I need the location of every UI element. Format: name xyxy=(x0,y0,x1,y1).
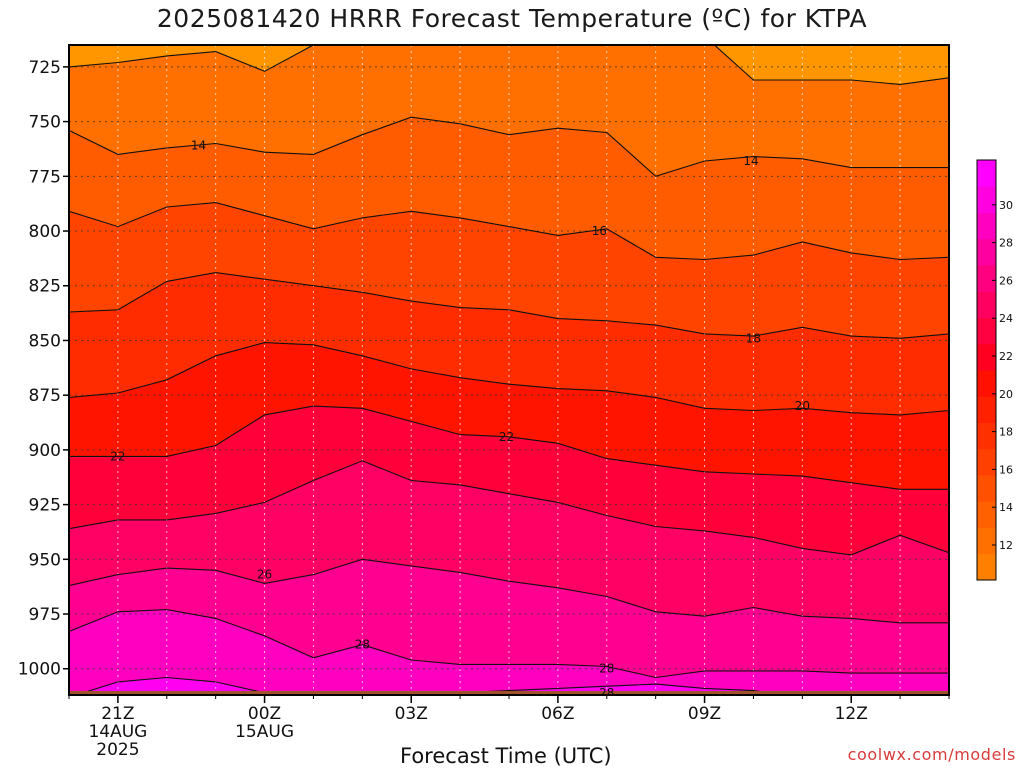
contour-label: 22 xyxy=(499,430,514,444)
contour-label: 28 xyxy=(599,686,614,700)
colorbar-label: 30 xyxy=(999,199,1013,212)
isotherm-21 xyxy=(69,609,949,679)
contour-label: 26 xyxy=(257,568,272,582)
contour-label: 14 xyxy=(743,154,758,168)
colorbar-swatch xyxy=(977,212,996,240)
colorbar-swatch xyxy=(977,317,996,345)
colorbar-swatch xyxy=(977,186,996,213)
contour-label: 18 xyxy=(746,331,761,345)
colorbar-swatch xyxy=(977,527,996,555)
y-tick-label: 725 xyxy=(29,58,61,78)
contour-label: 14 xyxy=(191,139,206,153)
colorbar-label: 18 xyxy=(999,426,1013,439)
isotherm-13 xyxy=(69,45,949,85)
grid-layer xyxy=(69,45,949,695)
colorbar-swatch xyxy=(977,343,996,371)
ground-surface xyxy=(69,691,949,695)
colorbar-swatch xyxy=(977,370,996,397)
isotherm-18 xyxy=(69,405,949,490)
isotherm-19 xyxy=(69,460,949,556)
colorbar-swatch xyxy=(977,422,996,450)
x-tick-label: 06Z xyxy=(541,704,574,724)
x-tick-label: 09Z xyxy=(688,704,721,724)
y-tick-label: 900 xyxy=(29,441,61,461)
isotherm-22 xyxy=(74,676,791,695)
x-tick-label: 00Z xyxy=(248,704,281,724)
isotherm-20 xyxy=(69,558,949,624)
y-tick-label: 850 xyxy=(29,331,61,351)
colorbar-label: 14 xyxy=(999,501,1013,514)
contour-label-layer: 14 14 16 18 20 22 22 26 28 28 28 xyxy=(110,139,810,700)
colorbar-swatch xyxy=(977,501,996,528)
chart-title: 2025081420 HRRR Forecast Temperature (ºC… xyxy=(156,4,868,33)
isotherm-17 xyxy=(69,342,949,416)
colorbar-label: 16 xyxy=(999,463,1013,476)
y-tick-label: 825 xyxy=(29,277,61,297)
y-tick-label: 875 xyxy=(29,386,61,406)
isotherm-layer xyxy=(69,45,949,695)
colorbar-swatch xyxy=(977,553,996,581)
x-tick-label: 12Z xyxy=(835,704,868,724)
contour-label: 28 xyxy=(355,638,370,652)
contour-label: 22 xyxy=(110,449,125,463)
colorbar-label: 12 xyxy=(999,539,1013,552)
colorbar-label: 24 xyxy=(999,312,1013,325)
x-tick-date: 15AUG xyxy=(235,722,294,742)
contour-label: 16 xyxy=(592,224,607,238)
y-tick-label: 800 xyxy=(29,222,61,242)
colorbar-swatch xyxy=(977,160,996,187)
y-tick-label: 975 xyxy=(29,605,61,625)
colorbar: 12 14 16 18 20 22 24 26 28 30 xyxy=(976,159,1013,581)
x-tick-label: 03Z xyxy=(395,704,428,724)
colorbar-swatch xyxy=(977,291,996,318)
x-axis-label: Forecast Time (UTC) xyxy=(400,744,612,768)
colorbar-swatch xyxy=(977,238,996,266)
colorbar-swatch xyxy=(977,396,996,423)
contour-label: 20 xyxy=(795,399,810,413)
colorbar-swatch xyxy=(977,448,996,476)
colorbar-frame xyxy=(976,159,997,581)
colorbar-label: 26 xyxy=(999,274,1013,287)
colorbar-label: 28 xyxy=(999,237,1013,250)
x-tick-date: 14AUG xyxy=(88,722,147,742)
isotherm-15 xyxy=(69,202,949,261)
contour-label: 28 xyxy=(599,662,614,676)
colorbar-swatch xyxy=(977,475,996,502)
y-tick-label: 925 xyxy=(29,496,61,516)
x-tick-year: 2025 xyxy=(96,740,139,760)
band-colder-than-14 xyxy=(69,45,949,177)
isotherm-14 xyxy=(69,116,949,177)
ground-layer xyxy=(69,691,949,695)
band-coldest xyxy=(69,45,949,85)
y-tick-label: 750 xyxy=(29,113,61,133)
y-tick-label: 950 xyxy=(29,550,61,570)
x-tick-label: 21Z xyxy=(101,704,134,724)
colorbar-swatch xyxy=(977,265,996,292)
colorbar-label: 22 xyxy=(999,350,1013,363)
axis-layer: 725 750 775 800 825 850 875 900 925 950 975 1000 21Z… xyxy=(18,58,950,760)
isotherm-16 xyxy=(69,272,949,339)
colorbar-label: 20 xyxy=(999,388,1013,401)
credit-link[interactable]: coolwx.com/models xyxy=(847,745,1016,764)
y-tick-label: 775 xyxy=(29,167,61,187)
y-tick-label: 1000 xyxy=(18,660,61,680)
